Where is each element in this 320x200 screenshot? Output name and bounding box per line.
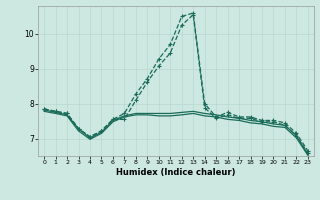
X-axis label: Humidex (Indice chaleur): Humidex (Indice chaleur) bbox=[116, 168, 236, 177]
